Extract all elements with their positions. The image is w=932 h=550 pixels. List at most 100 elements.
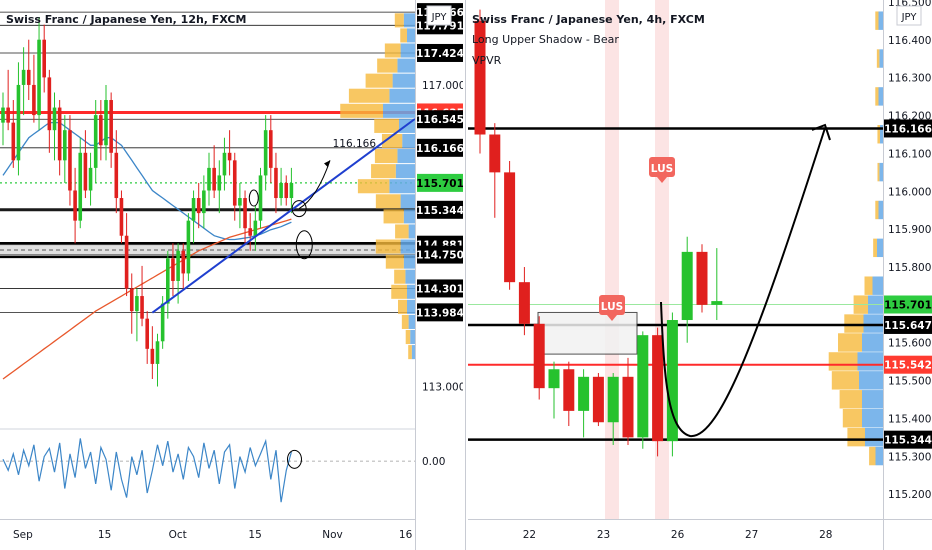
right-level-tag-label: 115.701	[884, 299, 932, 311]
lus-signal-label: LUS	[651, 163, 673, 175]
left-vp-bar-down	[377, 58, 398, 73]
left-vp-bar-up	[392, 73, 415, 88]
left-vp-bar-up	[403, 209, 415, 224]
right-currency-label: JPY	[901, 12, 918, 23]
right-indicator-label: Long Upper Shadow - Bear	[472, 33, 619, 46]
right-vp-bar-down	[842, 408, 862, 428]
right-vp-bar-down	[869, 446, 876, 466]
left-vp-bar-up	[407, 299, 415, 314]
left-vp-bar-up	[411, 345, 415, 360]
left-level-tag	[417, 138, 463, 157]
right-date-tick: 22	[523, 529, 536, 541]
right-price-tick: 116.300	[888, 73, 931, 85]
right-vp-bar-up	[875, 446, 883, 466]
right-vp-bar-down	[828, 352, 858, 371]
left-candle-body	[274, 167, 278, 199]
left-candle-body	[99, 115, 103, 146]
right-price-tick: 115.500	[888, 376, 931, 388]
left-vp-bar-down	[381, 133, 403, 149]
left-candle-body	[32, 84, 36, 116]
left-level-tag	[417, 173, 463, 192]
left-vp-bar-down	[405, 329, 411, 345]
right-projection-path	[660, 127, 826, 438]
left-vp-bar-up	[410, 329, 415, 345]
left-date-tick: Sep	[13, 529, 33, 541]
left-level-tag	[417, 279, 463, 298]
right-candle-body	[489, 134, 501, 173]
left-candle-body	[269, 130, 273, 168]
left-chart-panel[interactable]: 116.166 117.000 113.000 0.00 Sep 15 Oct 15 Nov 1…	[0, 0, 465, 550]
left-date-tick: 15	[248, 529, 261, 541]
left-candle-body	[232, 160, 237, 206]
left-vp-bar-down	[408, 345, 412, 360]
left-vp-bar-up	[405, 269, 415, 284]
left-vp-bar-up	[400, 239, 415, 254]
right-price-tick: 116.000	[888, 186, 931, 198]
left-currency-box[interactable]	[426, 5, 452, 26]
left-circle-marker	[248, 189, 259, 207]
left-osc-tick: 0.00	[422, 456, 445, 468]
right-level-tag-label: 115.344	[884, 435, 932, 447]
right-candle-body	[711, 301, 723, 305]
left-candle-body	[47, 77, 52, 131]
right-level-tag-label: 115.542	[884, 360, 932, 372]
right-vp-bar-down	[844, 314, 864, 333]
right-vp-bar-up	[878, 87, 883, 106]
left-vp-bar-down	[375, 194, 401, 209]
left-level-tag-label: 115.344	[416, 205, 464, 217]
right-level-tag	[884, 119, 932, 138]
left-candle-body	[171, 258, 175, 281]
left-candle-body	[155, 341, 160, 364]
left-candle-body	[289, 182, 294, 199]
left-vp-bar-up	[407, 28, 415, 43]
right-price-tick: 115.600	[888, 338, 931, 350]
left-candle-body	[166, 258, 170, 304]
right-vp-bar-up	[863, 314, 883, 333]
right-vp-bar-up	[878, 11, 883, 30]
lus-signal-badge	[649, 157, 675, 177]
lus-signal-pointer	[607, 315, 617, 321]
left-candle-body	[217, 175, 222, 191]
left-candle-body	[150, 348, 155, 364]
right-price-tick: 115.400	[888, 413, 931, 425]
right-candle-body	[518, 282, 530, 324]
left-vp-bar-up	[400, 194, 415, 209]
left-vp-bar-down	[340, 103, 383, 118]
left-currency-label: JPY	[431, 12, 448, 23]
left-vp-bar-down	[391, 284, 407, 299]
left-candle-body	[227, 152, 232, 161]
left-level-tag-label: 116.545	[416, 114, 464, 126]
left-candle-body	[253, 220, 258, 236]
right-highlight-column	[605, 0, 619, 519]
right-price-tick: 115.800	[888, 262, 931, 274]
left-candle-body	[124, 235, 129, 289]
right-vp-bar-up	[879, 49, 883, 68]
right-level-tag-label: 116.166	[884, 123, 932, 135]
right-level-tag	[884, 430, 932, 449]
right-vpvr-label: VPVR	[472, 54, 502, 67]
left-vp-bar-down	[365, 73, 393, 88]
right-level-tag	[884, 295, 932, 314]
left-date-tick: Nov	[322, 529, 343, 541]
right-vp-bar-up	[859, 371, 883, 390]
right-currency-box[interactable]	[896, 5, 922, 26]
left-vp-bar-down	[383, 209, 404, 224]
left-price-tick: 113.000	[422, 382, 465, 394]
left-candle-body	[135, 296, 139, 312]
osc-line	[2, 438, 292, 503]
left-candle-body	[119, 198, 124, 236]
right-candle-body	[622, 376, 634, 438]
left-vp-bar-down	[374, 118, 399, 133]
left-candle-body	[88, 167, 93, 191]
left-candle-body	[202, 190, 206, 214]
right-candle-body	[652, 335, 664, 442]
right-candle-body	[607, 376, 619, 423]
left-vp-bar-up	[389, 179, 415, 194]
left-candle-body	[212, 167, 216, 191]
right-date-tick: 27	[745, 529, 758, 541]
right-projection-arrowhead	[811, 123, 831, 141]
right-vp-bar-down	[875, 200, 879, 220]
left-candle-body	[37, 39, 41, 116]
